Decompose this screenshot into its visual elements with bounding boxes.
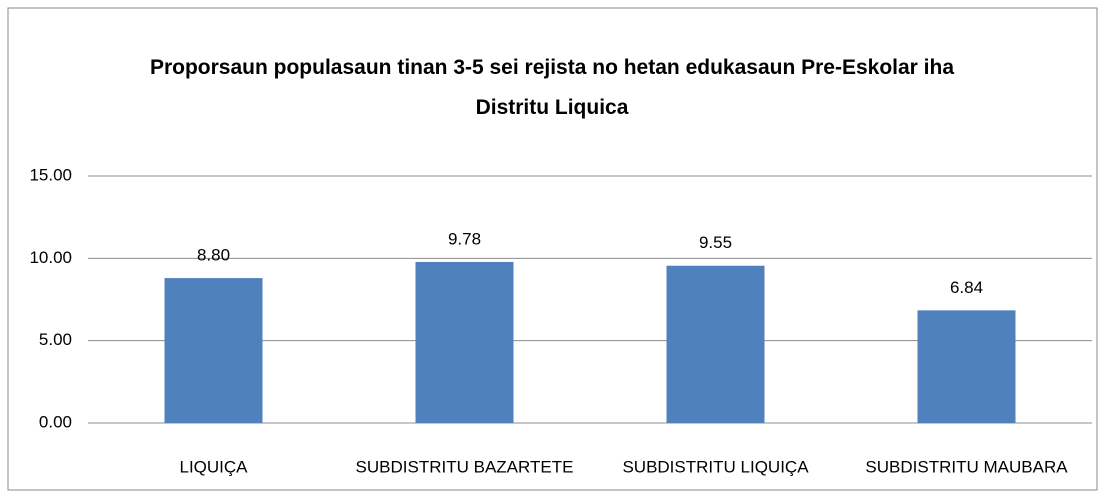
data-label: 9.55 [699, 233, 732, 252]
bar [917, 310, 1016, 423]
bar [164, 278, 263, 423]
bar [666, 265, 765, 423]
data-label: 8.80 [197, 246, 230, 265]
x-tick-label: SUBDISTRITU LIQUIÇA [622, 457, 809, 476]
data-label: 9.78 [448, 229, 481, 248]
y-tick-label: 5.00 [39, 330, 72, 349]
data-label: 6.84 [950, 278, 983, 297]
chart-title: Proporsaun populasaun tinan 3-5 sei reji… [149, 56, 955, 119]
bar [415, 261, 514, 423]
x-tick-label: LIQUIÇA [179, 457, 248, 476]
y-tick-label: 0.00 [39, 412, 72, 431]
y-tick-label: 10.00 [29, 248, 72, 267]
y-tick-label: 15.00 [29, 165, 72, 184]
x-tick-label: SUBDISTRITU MAUBARA [865, 457, 1068, 476]
x-tick-label: SUBDISTRITU BAZARTETE [356, 457, 574, 476]
